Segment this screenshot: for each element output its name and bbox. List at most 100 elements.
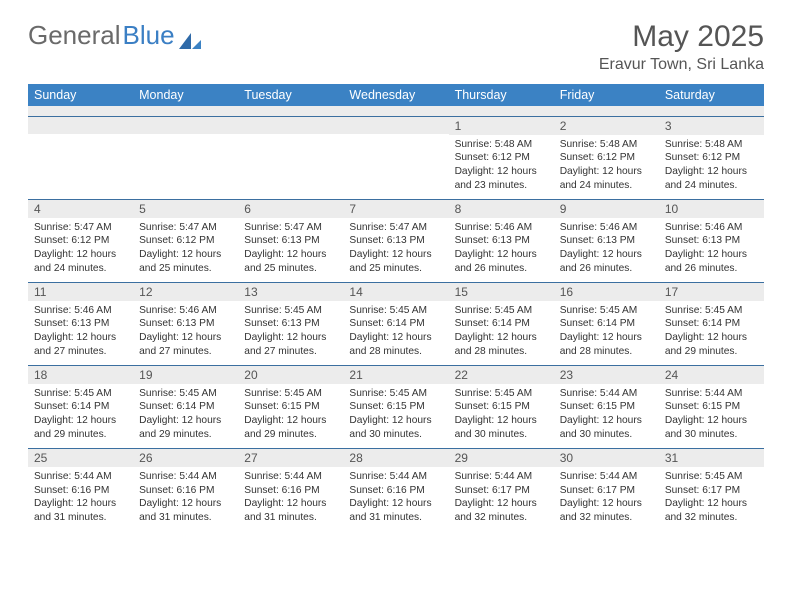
day-cell: 13Sunrise: 5:45 AMSunset: 6:13 PMDayligh…: [238, 282, 343, 365]
day-details: Sunrise: 5:44 AMSunset: 6:15 PMDaylight:…: [554, 384, 659, 448]
day-details: Sunrise: 5:45 AMSunset: 6:15 PMDaylight:…: [343, 384, 448, 448]
day-cell: 28Sunrise: 5:44 AMSunset: 6:16 PMDayligh…: [343, 448, 448, 531]
day-details: Sunrise: 5:48 AMSunset: 6:12 PMDaylight:…: [659, 135, 764, 199]
day-number: 30: [554, 449, 659, 467]
day-details: Sunrise: 5:45 AMSunset: 6:14 PMDaylight:…: [449, 301, 554, 365]
day-number: 6: [238, 200, 343, 218]
day-cell: 27Sunrise: 5:44 AMSunset: 6:16 PMDayligh…: [238, 448, 343, 531]
day-cell: 24Sunrise: 5:44 AMSunset: 6:15 PMDayligh…: [659, 365, 764, 448]
day-header-row: Sunday Monday Tuesday Wednesday Thursday…: [28, 84, 764, 106]
day-details: Sunrise: 5:48 AMSunset: 6:12 PMDaylight:…: [554, 135, 659, 199]
day-number: 1: [449, 117, 554, 135]
col-header: Friday: [554, 84, 659, 106]
day-details: Sunrise: 5:44 AMSunset: 6:17 PMDaylight:…: [449, 467, 554, 531]
day-cell: [343, 116, 448, 199]
day-cell: 4Sunrise: 5:47 AMSunset: 6:12 PMDaylight…: [28, 199, 133, 282]
day-number: 20: [238, 366, 343, 384]
day-details: Sunrise: 5:46 AMSunset: 6:13 PMDaylight:…: [659, 218, 764, 282]
day-number: 2: [554, 117, 659, 135]
day-cell: 21Sunrise: 5:45 AMSunset: 6:15 PMDayligh…: [343, 365, 448, 448]
day-cell: 10Sunrise: 5:46 AMSunset: 6:13 PMDayligh…: [659, 199, 764, 282]
day-number: 27: [238, 449, 343, 467]
day-cell: 1Sunrise: 5:48 AMSunset: 6:12 PMDaylight…: [449, 116, 554, 199]
day-cell: 7Sunrise: 5:47 AMSunset: 6:13 PMDaylight…: [343, 199, 448, 282]
day-cell: 23Sunrise: 5:44 AMSunset: 6:15 PMDayligh…: [554, 365, 659, 448]
day-cell: 15Sunrise: 5:45 AMSunset: 6:14 PMDayligh…: [449, 282, 554, 365]
day-cell: 9Sunrise: 5:46 AMSunset: 6:13 PMDaylight…: [554, 199, 659, 282]
day-number: 5: [133, 200, 238, 218]
location: Eravur Town, Sri Lanka: [599, 56, 764, 74]
day-cell: 2Sunrise: 5:48 AMSunset: 6:12 PMDaylight…: [554, 116, 659, 199]
col-header: Monday: [133, 84, 238, 106]
logo-sail-icon: [179, 27, 201, 45]
day-cell: 18Sunrise: 5:45 AMSunset: 6:14 PMDayligh…: [28, 365, 133, 448]
day-number: 11: [28, 283, 133, 301]
day-cell: 22Sunrise: 5:45 AMSunset: 6:15 PMDayligh…: [449, 365, 554, 448]
day-number: 25: [28, 449, 133, 467]
col-header: Saturday: [659, 84, 764, 106]
day-details: Sunrise: 5:44 AMSunset: 6:15 PMDaylight:…: [659, 384, 764, 448]
day-details: [28, 134, 133, 143]
month-title: May 2025: [599, 20, 764, 54]
col-header: Sunday: [28, 84, 133, 106]
day-number: 15: [449, 283, 554, 301]
day-cell: [238, 116, 343, 199]
day-details: [238, 134, 343, 143]
day-number: 10: [659, 200, 764, 218]
day-number: 16: [554, 283, 659, 301]
day-cell: 8Sunrise: 5:46 AMSunset: 6:13 PMDaylight…: [449, 199, 554, 282]
logo: GeneralBlue: [28, 20, 201, 51]
day-details: Sunrise: 5:44 AMSunset: 6:17 PMDaylight:…: [554, 467, 659, 531]
day-cell: 25Sunrise: 5:44 AMSunset: 6:16 PMDayligh…: [28, 448, 133, 531]
day-details: [343, 134, 448, 143]
day-details: Sunrise: 5:44 AMSunset: 6:16 PMDaylight:…: [133, 467, 238, 531]
day-cell: [133, 116, 238, 199]
day-number: 26: [133, 449, 238, 467]
day-cell: 12Sunrise: 5:46 AMSunset: 6:13 PMDayligh…: [133, 282, 238, 365]
logo-text-blue: Blue: [123, 20, 175, 51]
day-details: Sunrise: 5:45 AMSunset: 6:14 PMDaylight:…: [28, 384, 133, 448]
day-cell: 19Sunrise: 5:45 AMSunset: 6:14 PMDayligh…: [133, 365, 238, 448]
day-details: Sunrise: 5:46 AMSunset: 6:13 PMDaylight:…: [554, 218, 659, 282]
day-number: 8: [449, 200, 554, 218]
day-details: [133, 134, 238, 143]
day-number: [133, 117, 238, 134]
title-block: May 2025 Eravur Town, Sri Lanka: [599, 20, 764, 74]
day-cell: 17Sunrise: 5:45 AMSunset: 6:14 PMDayligh…: [659, 282, 764, 365]
day-details: Sunrise: 5:47 AMSunset: 6:13 PMDaylight:…: [238, 218, 343, 282]
day-cell: 26Sunrise: 5:44 AMSunset: 6:16 PMDayligh…: [133, 448, 238, 531]
day-cell: 11Sunrise: 5:46 AMSunset: 6:13 PMDayligh…: [28, 282, 133, 365]
week-row: 25Sunrise: 5:44 AMSunset: 6:16 PMDayligh…: [28, 448, 764, 531]
day-number: 18: [28, 366, 133, 384]
day-number: 21: [343, 366, 448, 384]
week-row: 1Sunrise: 5:48 AMSunset: 6:12 PMDaylight…: [28, 116, 764, 199]
day-cell: 14Sunrise: 5:45 AMSunset: 6:14 PMDayligh…: [343, 282, 448, 365]
day-details: Sunrise: 5:45 AMSunset: 6:14 PMDaylight:…: [659, 301, 764, 365]
col-header: Thursday: [449, 84, 554, 106]
day-number: 28: [343, 449, 448, 467]
logo-text-general: General: [28, 20, 121, 51]
day-details: Sunrise: 5:46 AMSunset: 6:13 PMDaylight:…: [28, 301, 133, 365]
day-number: [238, 117, 343, 134]
day-number: 14: [343, 283, 448, 301]
week-row: 4Sunrise: 5:47 AMSunset: 6:12 PMDaylight…: [28, 199, 764, 282]
day-details: Sunrise: 5:44 AMSunset: 6:16 PMDaylight:…: [28, 467, 133, 531]
day-number: [343, 117, 448, 134]
week-row: 11Sunrise: 5:46 AMSunset: 6:13 PMDayligh…: [28, 282, 764, 365]
day-details: Sunrise: 5:45 AMSunset: 6:17 PMDaylight:…: [659, 467, 764, 531]
spacer-row: [28, 106, 764, 116]
day-number: 31: [659, 449, 764, 467]
day-details: Sunrise: 5:48 AMSunset: 6:12 PMDaylight:…: [449, 135, 554, 199]
day-number: 17: [659, 283, 764, 301]
day-number: 19: [133, 366, 238, 384]
week-row: 18Sunrise: 5:45 AMSunset: 6:14 PMDayligh…: [28, 365, 764, 448]
day-details: Sunrise: 5:45 AMSunset: 6:13 PMDaylight:…: [238, 301, 343, 365]
day-cell: 16Sunrise: 5:45 AMSunset: 6:14 PMDayligh…: [554, 282, 659, 365]
day-details: Sunrise: 5:45 AMSunset: 6:15 PMDaylight:…: [238, 384, 343, 448]
day-number: 23: [554, 366, 659, 384]
col-header: Wednesday: [343, 84, 448, 106]
day-details: Sunrise: 5:45 AMSunset: 6:15 PMDaylight:…: [449, 384, 554, 448]
day-details: Sunrise: 5:46 AMSunset: 6:13 PMDaylight:…: [133, 301, 238, 365]
day-details: Sunrise: 5:45 AMSunset: 6:14 PMDaylight:…: [554, 301, 659, 365]
day-number: 4: [28, 200, 133, 218]
